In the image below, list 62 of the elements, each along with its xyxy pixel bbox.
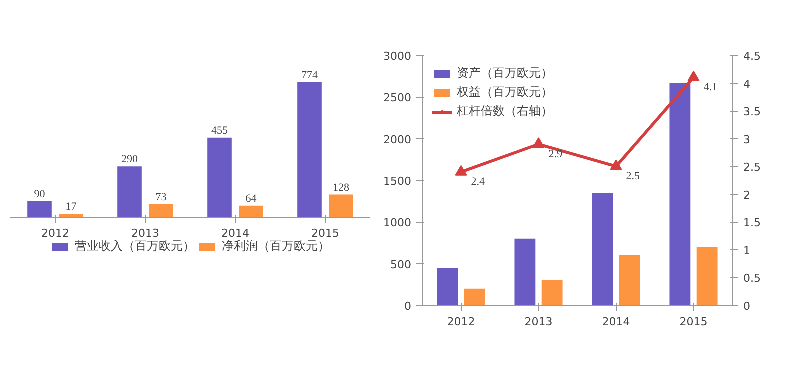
x-tick-label: 2014: [222, 227, 250, 240]
data-label: 455: [212, 124, 228, 137]
y2-tick-label: 2: [744, 188, 750, 202]
data-label: 290: [122, 154, 138, 166]
point: [610, 160, 622, 170]
y2-tick-label: 1.5: [744, 216, 761, 230]
y-tick-label: 3000: [384, 50, 412, 63]
y-tick-label: 500: [390, 258, 412, 272]
data-label: 17: [66, 201, 78, 214]
bar: [670, 83, 691, 306]
x-tick-label: 2015: [312, 227, 340, 240]
data-label: 73: [156, 191, 168, 204]
data-label: 2.9: [548, 148, 563, 160]
y2-tick-label: 3: [744, 133, 750, 146]
bar: [437, 268, 458, 306]
point: [532, 138, 545, 148]
y2-tick-label: 4: [744, 78, 750, 91]
data-label: 64: [246, 192, 258, 205]
x-tick-label: 2014: [602, 316, 630, 328]
bar: [592, 193, 614, 306]
y2-tick-label: 0: [744, 300, 750, 313]
x-tick-label: 2012: [447, 316, 476, 328]
data-label: 774: [302, 69, 318, 82]
data-label: 2.5: [626, 170, 640, 183]
data-label: 2.4: [471, 176, 486, 188]
bar: [542, 280, 563, 306]
bar: [149, 204, 174, 218]
bar: [239, 206, 264, 218]
bar: [59, 214, 84, 218]
data-label: 4.1: [704, 82, 718, 94]
bar: [329, 194, 354, 218]
legend-label: 资产（百万欧元）: [457, 65, 553, 82]
bar: [298, 82, 322, 218]
y-tick-label: 2000: [384, 133, 412, 146]
x-tick-label: 2015: [680, 316, 708, 328]
bar: [514, 238, 536, 306]
bar: [464, 288, 486, 306]
y2-tick-label: 4.5: [744, 50, 761, 63]
y2-tick-label: 1: [744, 244, 750, 258]
data-label: 90: [34, 188, 46, 200]
y2-tick-label: 0.5: [744, 272, 761, 286]
legend-label: 权益（百万欧元）: [457, 84, 553, 101]
y-tick-label: 2500: [384, 92, 412, 105]
legend-label: 杠杆倍数（右轴）: [457, 103, 553, 120]
y2-tick-label: 2.5: [744, 161, 761, 174]
y2-tick-label: 3.5: [744, 106, 761, 119]
data-label: 128: [333, 182, 350, 194]
bar: [208, 138, 232, 218]
point: [455, 165, 468, 176]
legend-label: 净利润（百万欧元）: [222, 238, 330, 255]
point: [688, 70, 700, 82]
y-tick-label: 1500: [384, 175, 412, 188]
y-tick-label: 0: [404, 300, 412, 313]
legend-label: 营业收入（百万欧元）: [75, 238, 195, 255]
bar: [696, 247, 718, 306]
bar: [28, 201, 52, 218]
bar: [619, 256, 640, 306]
bar: [118, 166, 142, 218]
x-tick-label: 2012: [42, 227, 70, 240]
x-tick-label: 2013: [524, 316, 553, 328]
y-tick-label: 1000: [384, 216, 412, 230]
x-tick-label: 2013: [132, 227, 160, 240]
